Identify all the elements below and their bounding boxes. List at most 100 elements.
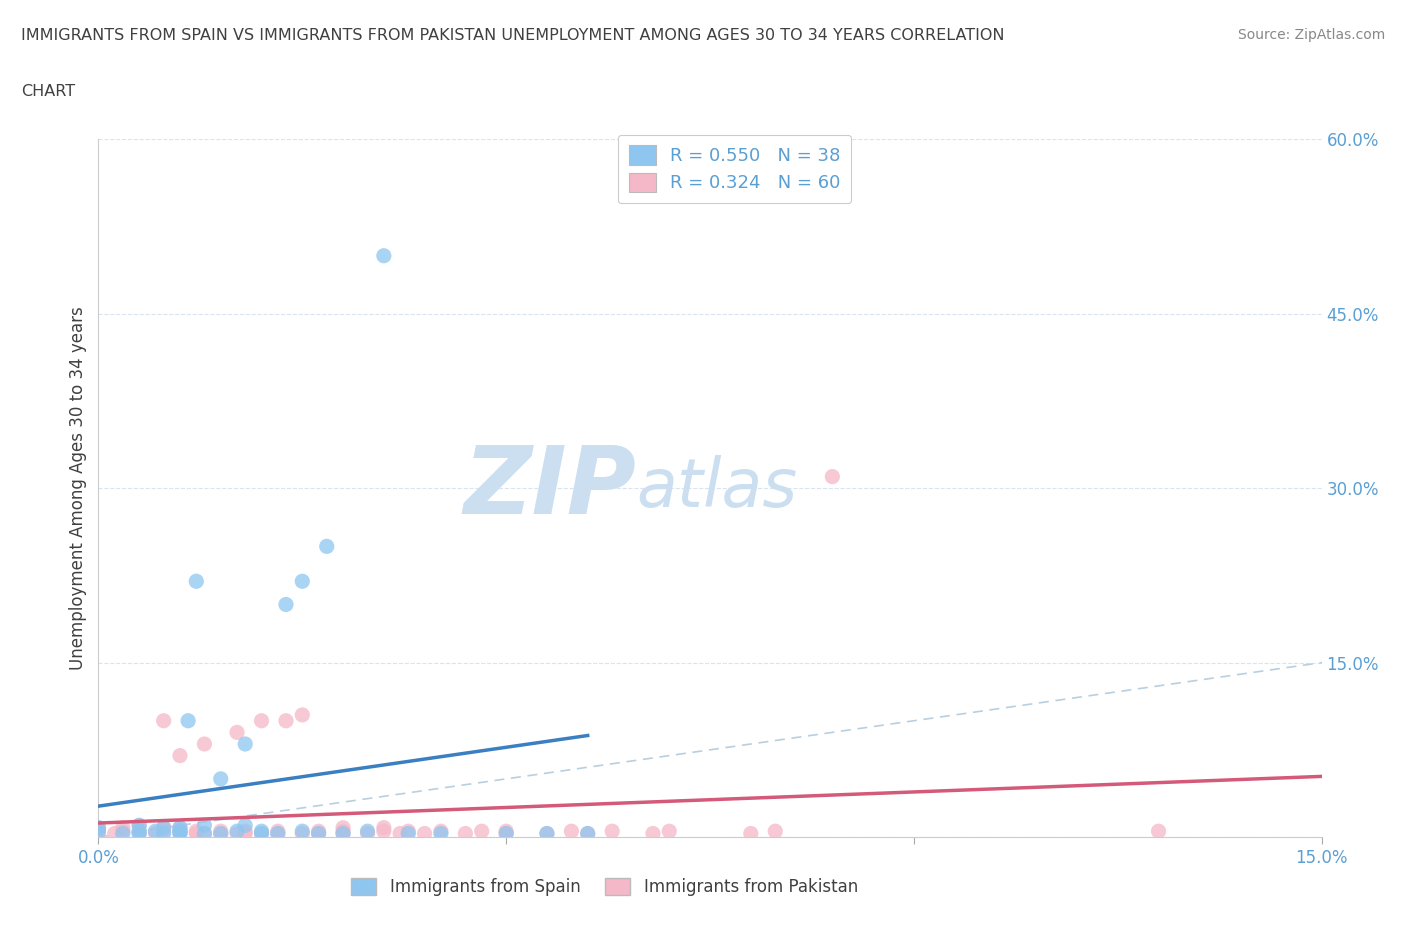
Legend: R = 0.550   N = 38, R = 0.324   N = 60: R = 0.550 N = 38, R = 0.324 N = 60: [617, 135, 851, 204]
Point: [87, 826, 110, 841]
Point: [315, 539, 337, 554]
Point: [356, 826, 378, 841]
Text: ZIP: ZIP: [464, 443, 637, 534]
Point: [308, 826, 330, 841]
Point: [152, 820, 174, 835]
Point: [226, 826, 249, 841]
Point: [152, 824, 174, 839]
Point: [193, 826, 215, 841]
Point: [169, 820, 191, 835]
Point: [128, 826, 150, 841]
Text: CHART: CHART: [21, 84, 75, 99]
Point: [104, 826, 127, 841]
Point: [186, 826, 208, 841]
Point: [169, 826, 191, 841]
Point: [389, 826, 412, 841]
Point: [209, 826, 232, 841]
Point: [169, 824, 191, 839]
Point: [471, 824, 494, 839]
Point: [373, 248, 395, 263]
Point: [209, 826, 232, 841]
Point: [560, 824, 582, 839]
Point: [145, 826, 167, 841]
Point: [233, 824, 256, 839]
Point: [396, 826, 419, 841]
Point: [291, 708, 314, 723]
Point: [169, 824, 191, 839]
Point: [396, 824, 419, 839]
Point: [169, 820, 191, 835]
Point: [209, 772, 232, 787]
Point: [186, 574, 208, 589]
Point: [332, 824, 354, 839]
Point: [177, 713, 200, 728]
Point: [430, 826, 453, 841]
Point: [576, 826, 599, 841]
Point: [87, 824, 110, 839]
Point: [291, 574, 314, 589]
Point: [495, 826, 517, 841]
Point: [152, 713, 174, 728]
Point: [332, 826, 354, 841]
Point: [226, 725, 249, 740]
Point: [250, 826, 273, 841]
Point: [233, 826, 256, 841]
Point: [536, 826, 558, 841]
Y-axis label: Unemployment Among Ages 30 to 34 years: Unemployment Among Ages 30 to 34 years: [69, 306, 87, 671]
Point: [87, 824, 110, 839]
Point: [274, 713, 297, 728]
Legend: Immigrants from Spain, Immigrants from Pakistan: Immigrants from Spain, Immigrants from P…: [344, 871, 865, 903]
Point: [233, 737, 256, 751]
Point: [145, 824, 167, 839]
Point: [267, 826, 290, 841]
Point: [495, 826, 517, 841]
Point: [111, 826, 134, 841]
Point: [740, 826, 762, 841]
Point: [821, 469, 844, 484]
Point: [233, 818, 256, 833]
Point: [169, 748, 191, 763]
Point: [87, 820, 110, 835]
Point: [250, 824, 273, 839]
Point: [111, 824, 134, 839]
Point: [291, 826, 314, 841]
Point: [169, 824, 191, 839]
Point: [413, 826, 436, 841]
Point: [658, 824, 681, 839]
Point: [250, 826, 273, 841]
Point: [600, 824, 623, 839]
Point: [250, 713, 273, 728]
Point: [495, 824, 517, 839]
Text: IMMIGRANTS FROM SPAIN VS IMMIGRANTS FROM PAKISTAN UNEMPLOYMENT AMONG AGES 30 TO : IMMIGRANTS FROM SPAIN VS IMMIGRANTS FROM…: [21, 28, 1005, 43]
Point: [226, 824, 249, 839]
Text: Source: ZipAtlas.com: Source: ZipAtlas.com: [1237, 28, 1385, 42]
Point: [536, 826, 558, 841]
Point: [267, 826, 290, 841]
Point: [332, 820, 354, 835]
Point: [430, 824, 453, 839]
Point: [454, 826, 477, 841]
Point: [291, 824, 314, 839]
Point: [332, 826, 354, 841]
Point: [152, 820, 174, 835]
Point: [356, 824, 378, 839]
Point: [308, 824, 330, 839]
Point: [193, 818, 215, 833]
Point: [128, 824, 150, 839]
Point: [373, 820, 395, 835]
Point: [152, 826, 174, 841]
Point: [128, 818, 150, 833]
Point: [1147, 824, 1170, 839]
Point: [308, 826, 330, 841]
Point: [641, 826, 664, 841]
Point: [763, 824, 786, 839]
Point: [128, 818, 150, 833]
Point: [576, 826, 599, 841]
Point: [274, 597, 297, 612]
Point: [111, 820, 134, 835]
Point: [128, 826, 150, 841]
Point: [209, 824, 232, 839]
Point: [267, 824, 290, 839]
Point: [186, 824, 208, 839]
Point: [87, 820, 110, 835]
